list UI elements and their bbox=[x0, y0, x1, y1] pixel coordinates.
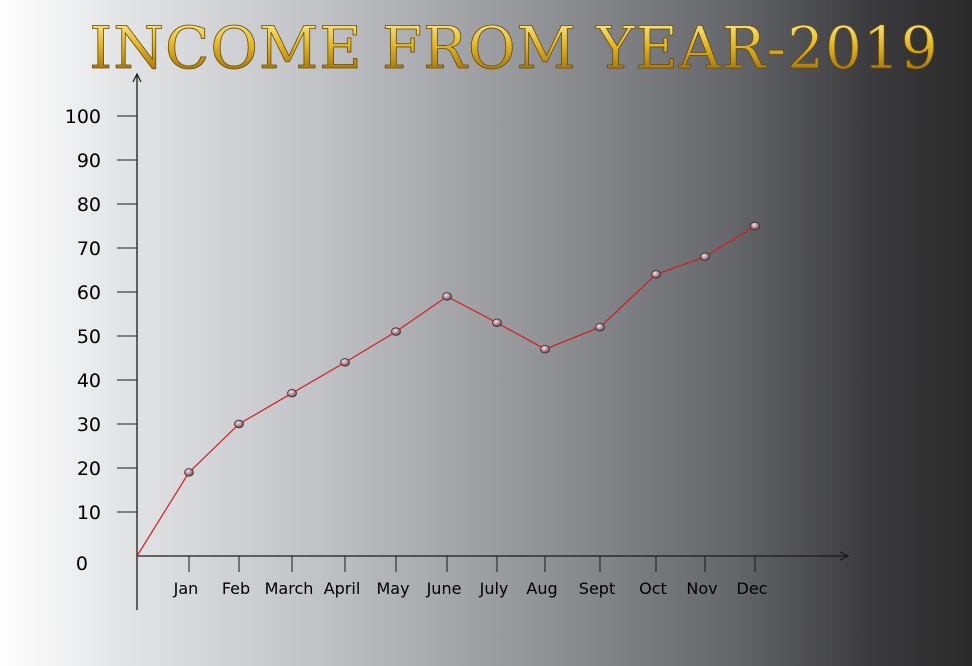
x-tick-label: Nov bbox=[686, 579, 717, 598]
data-point bbox=[184, 468, 194, 477]
data-point bbox=[750, 221, 760, 231]
data-point bbox=[651, 270, 661, 279]
x-tick-label: May bbox=[376, 579, 409, 598]
x-tick-label: Aug bbox=[526, 579, 557, 598]
x-tick-label: Dec bbox=[737, 579, 768, 598]
data-point bbox=[700, 252, 710, 261]
data-point bbox=[340, 358, 350, 367]
x-tick-label: July bbox=[479, 579, 509, 598]
x-tick-label: Feb bbox=[222, 579, 250, 598]
data-point bbox=[391, 327, 401, 336]
data-point bbox=[540, 345, 550, 354]
data-point bbox=[234, 419, 244, 429]
y-tick-label: 60 bbox=[77, 282, 101, 304]
y-tick-label: 10 bbox=[77, 502, 101, 524]
y-tick-label: 50 bbox=[77, 326, 101, 348]
x-tick-label: April bbox=[324, 579, 361, 598]
y-tick-label: 90 bbox=[77, 150, 101, 172]
x-tick-label: March bbox=[265, 579, 314, 598]
y-tick-label: 100 bbox=[65, 106, 101, 128]
x-tick-label: Oct bbox=[639, 579, 667, 598]
data-point bbox=[492, 318, 502, 327]
y-tick-label: 80 bbox=[77, 194, 101, 216]
x-tick-group: Jan Feb March April May June July Aug Sept Oct Nov… bbox=[173, 556, 768, 598]
data-point bbox=[287, 389, 297, 398]
y-tick-group: 0 10 20 30 40 50 60 70 80 90 100 bbox=[65, 106, 137, 575]
chart-title: INCOME FROM YEAR-2019 bbox=[89, 14, 938, 82]
data-point bbox=[595, 323, 605, 332]
data-point-group bbox=[184, 221, 760, 477]
y-tick-label: 40 bbox=[77, 370, 101, 392]
x-tick-label: Sept bbox=[579, 579, 615, 598]
y-tick-label: 70 bbox=[77, 238, 101, 260]
y-tick-label: 0 bbox=[76, 553, 88, 575]
x-tick-label: June bbox=[426, 579, 462, 598]
x-tick-label: Jan bbox=[173, 579, 199, 598]
data-point bbox=[442, 292, 452, 301]
y-tick-label: 30 bbox=[77, 414, 101, 436]
series-line bbox=[136, 225, 756, 557]
y-tick-label: 20 bbox=[77, 458, 101, 480]
